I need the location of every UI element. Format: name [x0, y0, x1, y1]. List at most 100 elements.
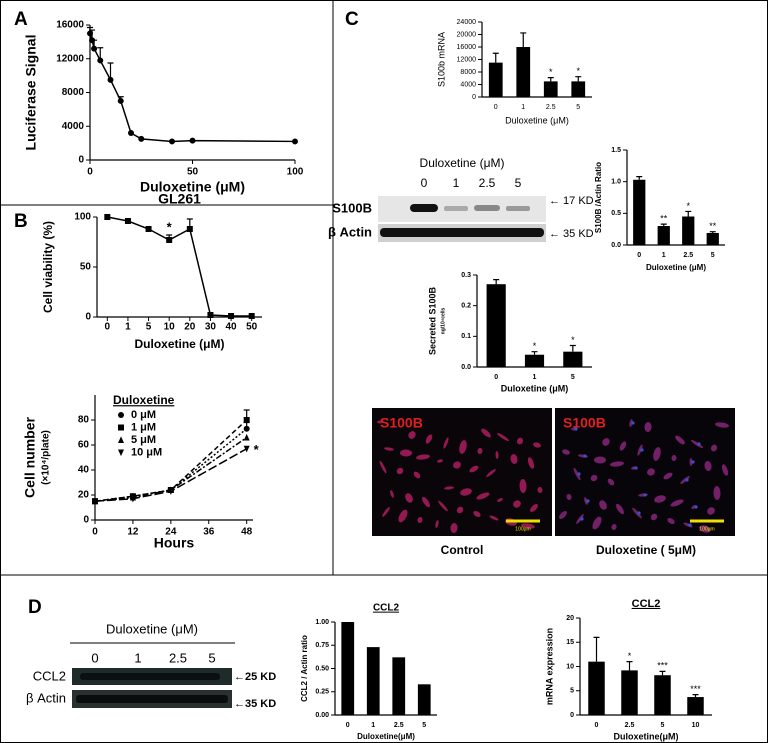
error-bar — [547, 77, 554, 82]
x-axis-label: Duloxetine (μM) — [505, 115, 569, 125]
x-tick-label: 5 — [571, 374, 575, 381]
error-bar — [636, 176, 643, 180]
x-tick-label: 20 — [184, 322, 196, 333]
cell — [602, 438, 610, 446]
cell — [566, 494, 572, 500]
marker — [292, 138, 298, 145]
cell — [456, 506, 464, 514]
x-tick-label: 5 — [711, 252, 715, 259]
cell — [473, 511, 481, 517]
line — [107, 216, 252, 317]
blot-lane: 2.5 — [479, 176, 496, 190]
x-tick-label: 0 — [92, 527, 98, 538]
cell — [650, 513, 658, 521]
y-tick-label: 16000 — [56, 20, 84, 31]
bar — [687, 697, 704, 715]
y-axis-label: mRNA expression — [544, 628, 554, 705]
caption: Control — [441, 543, 484, 557]
cell — [382, 507, 390, 517]
cell — [610, 461, 624, 467]
blot-band — [80, 673, 220, 680]
cell — [667, 518, 675, 524]
y-tick-label: 50 — [80, 262, 92, 273]
blot-row: CCL2 — [33, 668, 66, 683]
y-tick-label: 0.75 — [315, 642, 329, 649]
cell — [416, 454, 430, 460]
bar — [392, 657, 406, 715]
y-axis-label: CCL2 / Actin ratio — [300, 635, 309, 702]
significance: * — [571, 335, 575, 345]
cell — [715, 422, 729, 428]
blot-row: β Actin — [26, 690, 66, 705]
cell — [671, 455, 677, 461]
cell — [644, 422, 652, 432]
cell — [632, 507, 642, 519]
x-tick-label: 36 — [203, 527, 215, 538]
bar — [621, 670, 638, 715]
y-tick-label: 0.1 — [461, 333, 471, 340]
panel-label: D — [28, 597, 42, 618]
bar — [682, 216, 695, 245]
blot-size: ←25 KD — [234, 671, 276, 683]
y-axis-unit: (×10⁴/plate) — [41, 430, 52, 485]
bar — [706, 232, 719, 245]
cell — [398, 509, 408, 523]
error-bar — [659, 670, 666, 676]
x-tick-label: 0 — [637, 252, 641, 259]
error-bar — [626, 661, 633, 671]
panel-label: C — [345, 9, 359, 30]
marker — [243, 445, 250, 453]
y-axis-unit: ng/10⁴cells — [440, 307, 446, 334]
panel-label: B — [14, 211, 28, 232]
marker — [169, 138, 175, 145]
significance: * — [576, 66, 580, 76]
nucleus — [685, 478, 689, 482]
x-tick-label: 1 — [521, 104, 525, 111]
cell — [377, 420, 383, 424]
y-tick-label: 0 — [85, 312, 91, 323]
error-bar — [493, 279, 500, 285]
x-tick-label: 2.5 — [546, 104, 556, 111]
marker — [243, 433, 250, 441]
stain-label: S100B — [380, 415, 423, 431]
x-tick-label: 100 — [287, 167, 304, 178]
cell — [670, 499, 684, 507]
x-tick-label: 2.5 — [683, 252, 693, 259]
blot-band — [380, 228, 544, 237]
marker — [166, 237, 173, 243]
x-tick-label: 12 — [127, 527, 139, 538]
significance: *** — [690, 684, 701, 694]
marker — [189, 137, 196, 144]
y-tick-label: 24000 — [457, 19, 477, 26]
blot-lane: 2.5 — [169, 650, 187, 665]
y-tick-label: 40 — [78, 465, 90, 476]
y-tick-label: 0.0 — [461, 364, 471, 371]
y-tick-label: 0.25 — [315, 689, 329, 696]
x-tick-label: 50 — [246, 322, 258, 333]
cell — [647, 468, 655, 476]
nucleus — [583, 454, 587, 458]
y-tick-label: 12000 — [56, 53, 84, 64]
cell — [619, 441, 627, 451]
cell — [438, 500, 448, 512]
x-tick-label: 24 — [165, 527, 177, 538]
x-tick-label: 1 — [125, 322, 131, 333]
marker — [145, 226, 152, 232]
y-tick-label: 0.50 — [315, 665, 329, 672]
marker — [243, 425, 250, 432]
marker — [92, 498, 98, 505]
line — [94, 436, 248, 502]
y-tick-label: 0 — [570, 712, 574, 719]
x-axis-label: Duloxetine (μM) — [140, 179, 245, 195]
nucleus — [691, 460, 695, 464]
significance: * — [254, 442, 260, 457]
x-tick-label: 48 — [241, 527, 253, 538]
cell — [562, 449, 570, 455]
cell — [390, 490, 394, 498]
y-axis-label: S100B /Actin Ratio — [594, 162, 603, 233]
blot-size: ← 35 KD — [549, 228, 594, 240]
cell — [527, 457, 535, 469]
cell — [663, 472, 673, 480]
scale-label: 100μm — [515, 526, 530, 532]
bar — [654, 675, 671, 715]
